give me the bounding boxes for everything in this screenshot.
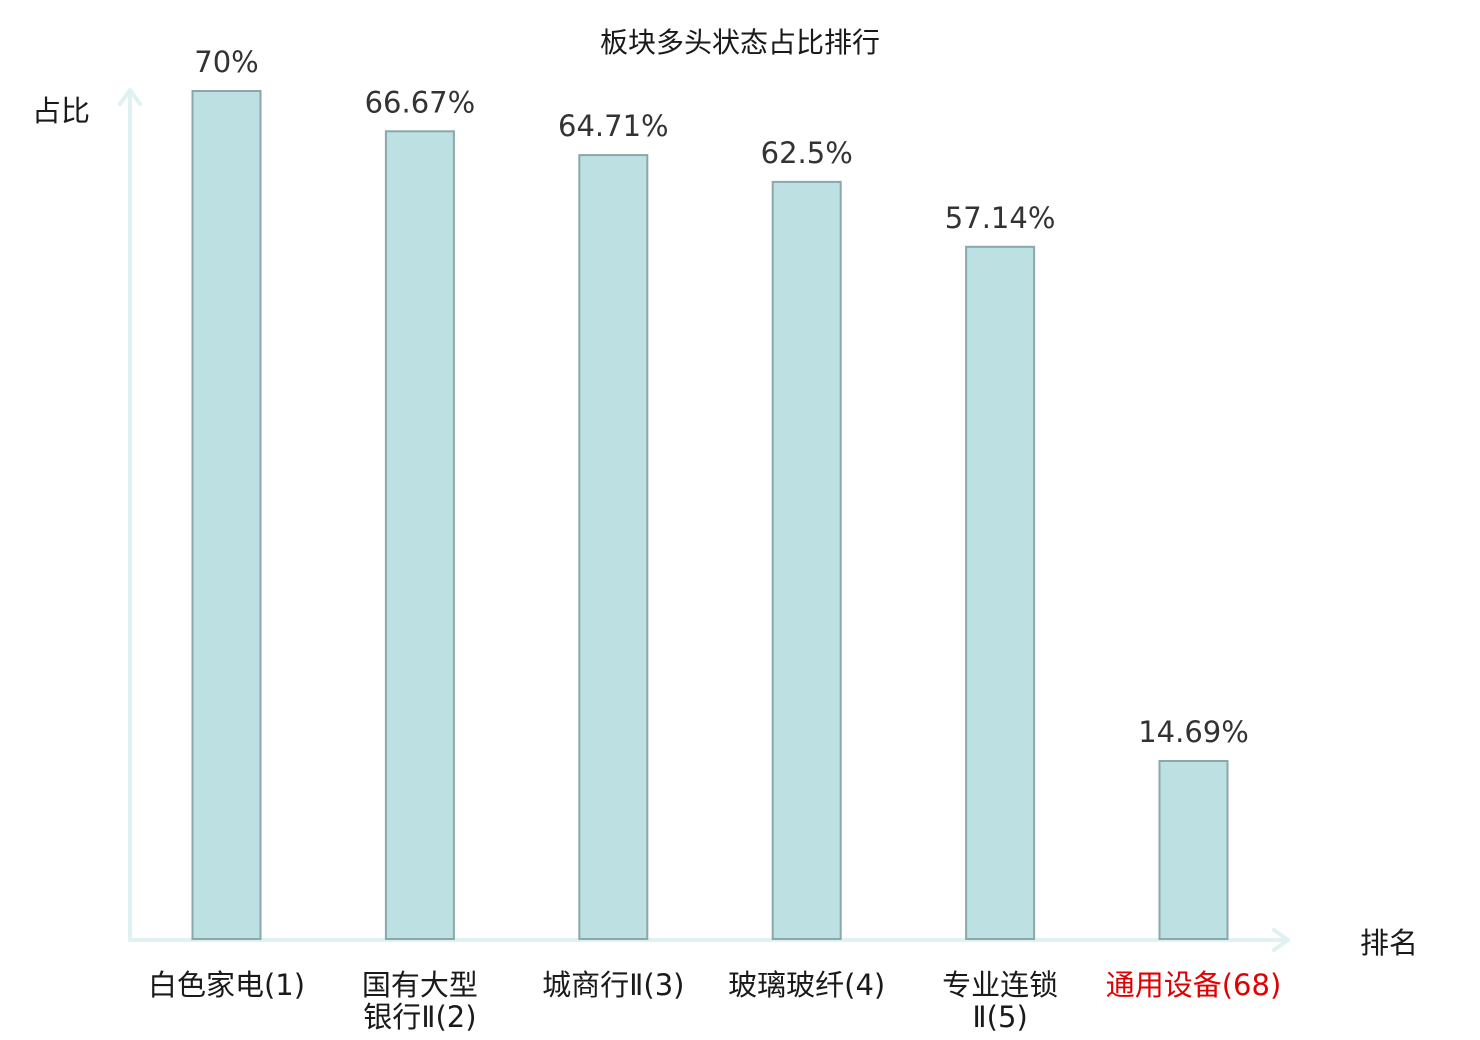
category-label-6: 通用设备(68) — [1106, 968, 1282, 1002]
y-axis-arrow — [118, 88, 142, 106]
y-axis-label: 占比 — [32, 94, 90, 128]
value-labels-group: 70% 66.67% 64.71% 62.5% 57.14% 14.69% — [194, 45, 1249, 749]
category-label-2-line-2: 银行Ⅱ(2) — [363, 1000, 476, 1034]
axes — [118, 88, 1290, 952]
value-label-4: 62.5% — [761, 136, 853, 170]
category-label-1: 白色家电(1) — [148, 968, 305, 1002]
category-label-4: 玻璃玻纤(4) — [728, 968, 885, 1002]
category-label-5-line-2: Ⅱ(5) — [972, 1000, 1027, 1034]
value-label-5: 57.14% — [945, 201, 1056, 235]
bar-4 — [771, 180, 842, 940]
bar-6 — [1158, 760, 1229, 940]
value-label-1: 70% — [194, 45, 258, 79]
category-label-2-line-1: 国有大型 — [362, 968, 478, 1002]
bar-1 — [191, 90, 262, 940]
chart-title: 板块多头状态占比排行 — [600, 26, 880, 59]
bar-3 — [578, 154, 649, 941]
bar-5 — [965, 245, 1036, 941]
bar-2 — [384, 130, 455, 941]
bars-group — [191, 90, 1229, 941]
category-label-5-line-1: 专业连锁 — [942, 968, 1058, 1002]
value-label-6: 14.69% — [1138, 715, 1249, 749]
x-axis-label: 排名 — [1360, 926, 1418, 960]
x-axis-arrow — [1272, 928, 1290, 952]
value-label-3: 64.71% — [558, 109, 669, 143]
category-label-3: 城商行Ⅱ(3) — [542, 968, 684, 1002]
value-label-2: 66.67% — [365, 85, 476, 119]
